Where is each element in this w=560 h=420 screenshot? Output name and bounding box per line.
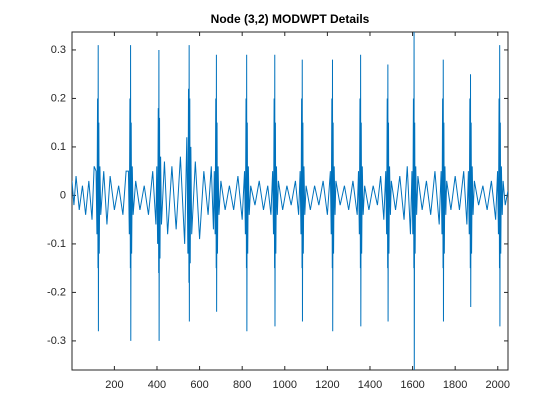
x-tick-label: 600: [190, 379, 208, 391]
x-tick-label: 2000: [486, 379, 510, 391]
y-tick-label: 0.1: [51, 141, 66, 153]
x-tick-label: 800: [233, 379, 251, 391]
y-tick-label: 0.3: [51, 44, 66, 56]
y-tick-label: 0.2: [51, 92, 66, 104]
y-tick-label: 0: [60, 189, 66, 201]
chart-title: Node (3,2) MODWPT Details: [211, 12, 370, 26]
x-tick-label: 1600: [400, 379, 424, 391]
x-tick-label: 1800: [443, 379, 467, 391]
y-tick-label: -0.3: [47, 335, 66, 347]
x-tick-label: 1000: [273, 379, 297, 391]
x-tick-label: 1400: [358, 379, 382, 391]
y-tick-label: -0.2: [47, 286, 66, 298]
signal-line: [72, 32, 508, 370]
x-tick-label: 1200: [315, 379, 339, 391]
y-tick-label: -0.1: [47, 238, 66, 250]
x-tick-label: 400: [148, 379, 166, 391]
x-tick-label: 200: [105, 379, 123, 391]
